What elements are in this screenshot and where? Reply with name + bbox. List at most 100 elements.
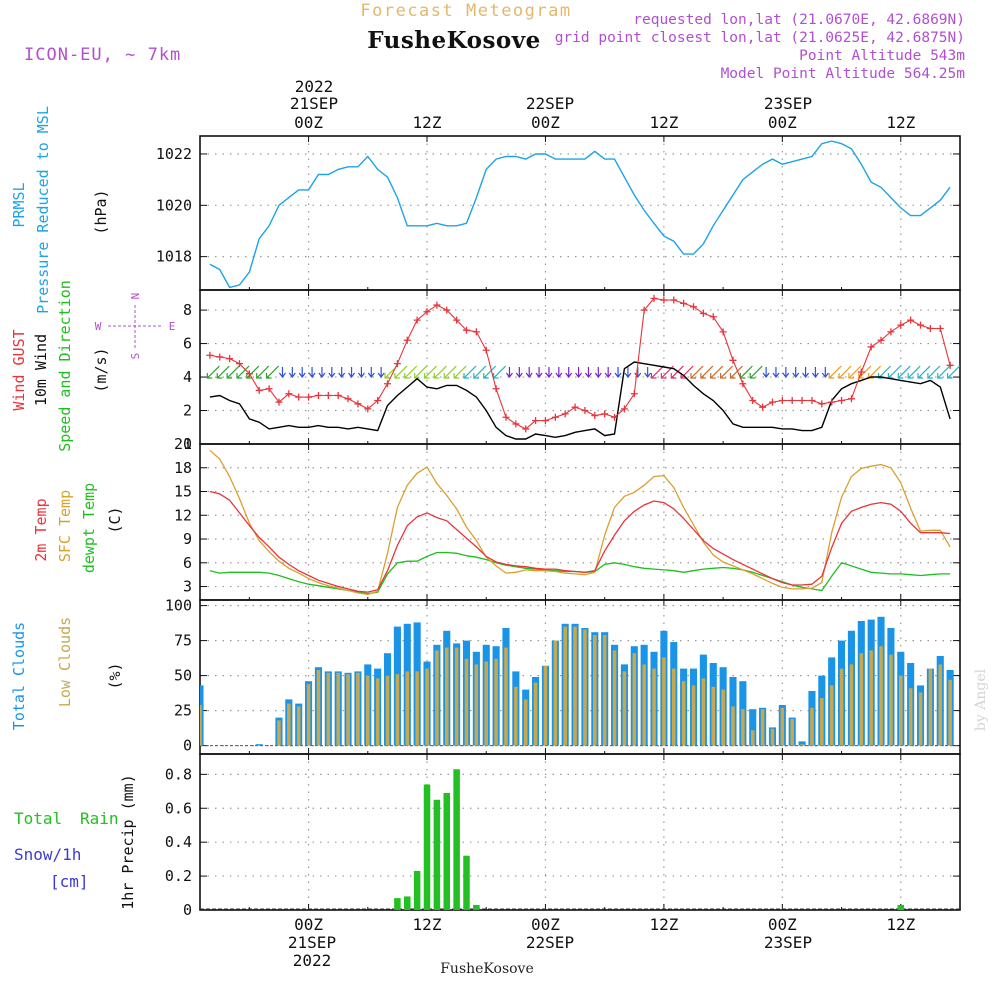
wind-arrow-head: [614, 372, 622, 379]
wind-arrow-head: [298, 372, 306, 379]
wind-arrow-head: [278, 372, 286, 379]
wind-gust-point: [492, 385, 500, 393]
wind-arrow-head: [246, 373, 252, 379]
wind-arrow-head: [256, 373, 262, 379]
wind-gust-point: [295, 393, 303, 401]
low-cloud-bar: [790, 719, 794, 746]
model-point-altitude: Model Point Altitude 564.25m: [721, 66, 966, 82]
wind-gust-point: [739, 380, 747, 388]
wind-gust-point: [640, 306, 648, 314]
wind-arrow-head: [907, 373, 914, 379]
precip-bar: [453, 769, 460, 910]
wind-arrow-head: [838, 373, 845, 379]
prmsl-ytick-label: 1020: [156, 196, 192, 214]
wind-ytick-label: 0: [183, 435, 192, 453]
wind-arrow-head: [828, 373, 835, 379]
precip-bar: [443, 793, 451, 910]
wind-gust-point: [887, 328, 895, 336]
wind-arrow: [690, 365, 704, 379]
bottom-date-1: 21SEP: [288, 933, 336, 952]
temp-unit-label: (C): [106, 506, 124, 533]
temp-ytick-label: 21: [174, 435, 192, 453]
top-hour-label: 00Z: [531, 113, 560, 132]
wind-arrow: [414, 365, 428, 379]
wind-gust-point: [433, 301, 441, 309]
wind-arrow-head: [443, 373, 450, 379]
total-cloud-bar: [255, 744, 263, 746]
wind-gust-point: [759, 403, 767, 411]
wind-gust-point: [324, 391, 332, 399]
low-cloud-bar: [662, 657, 666, 746]
top-hour-label: 12Z: [413, 113, 442, 132]
wind-dir-label: Speed and Direction: [56, 280, 74, 452]
wind-gust-point: [798, 396, 806, 404]
low-cloud-bar: [839, 668, 844, 746]
wind-ytick-label: 4: [183, 368, 192, 386]
wind-arrow-head: [821, 372, 829, 379]
wind-arrow-head: [555, 372, 563, 379]
wind-gust-point: [334, 391, 342, 399]
point-altitude: Point Altitude 543m: [799, 48, 965, 64]
temp-ytick-label: 18: [174, 459, 192, 477]
wind-arrow-head: [762, 372, 770, 379]
credit-label: by Angel: [973, 668, 989, 731]
rain-total-label: Total: [14, 809, 62, 828]
precip-ytick-label: 0: [183, 901, 192, 919]
wind-ytick-label: 6: [183, 335, 192, 353]
wind-arrow-head: [604, 372, 612, 379]
top-year-label: 2022: [295, 77, 334, 96]
tsfc-label: SFC Temp: [56, 490, 74, 562]
wind-arrow-head: [811, 372, 819, 379]
wind-arrow-head: [700, 373, 706, 379]
wind-arrow-head: [384, 373, 391, 379]
low-cloud-bar: [721, 689, 725, 746]
wind-gust-point: [650, 294, 658, 302]
compass-north: N: [129, 293, 142, 300]
precip-bar: [394, 898, 401, 910]
bottom-hour-labels: 00Z 12Z 00Z 12Z 00Z 12Z: [294, 915, 915, 934]
precip-bar: [404, 896, 411, 910]
wind-gust-point: [374, 396, 382, 404]
precip-bar: [423, 784, 431, 910]
wind-gust-point: [591, 412, 599, 420]
wind-arrow-head: [680, 373, 687, 379]
tsfc-line: [209, 449, 951, 596]
prmsl-line: [209, 140, 951, 289]
wind-gust-point: [709, 313, 717, 321]
wind-gust-point: [917, 321, 925, 329]
wind-arrow-head: [338, 372, 346, 379]
low-cloud-bar: [356, 672, 360, 746]
wind-gust-point: [768, 398, 776, 406]
gust-label: Wind GUST: [10, 329, 28, 410]
low-cloud-bar: [750, 730, 755, 746]
low-cloud-bar: [326, 672, 331, 746]
bottom-hour-label: 12Z: [413, 915, 442, 934]
wind-arrow: [680, 365, 694, 379]
low-cloud-bar: [346, 674, 350, 746]
precip-bar: [413, 871, 421, 910]
wind-arrow: [730, 365, 743, 379]
wind-gust-point: [670, 296, 678, 304]
lcc-label: Low Clouds: [56, 617, 74, 707]
wind-arrow-head: [575, 372, 583, 379]
low-cloud-bar: [306, 684, 311, 746]
low-cloud-bar: [425, 668, 429, 746]
top-hour-label: 00Z: [294, 113, 323, 132]
wind-arrow-head: [433, 373, 440, 379]
wind-arrow-head: [318, 372, 326, 379]
wind-arrow-head: [644, 372, 652, 379]
wind-gust-point: [275, 398, 283, 406]
t2m-label: 2m Temp: [32, 498, 50, 561]
precip-bar: [433, 799, 441, 910]
low-cloud-bar: [444, 647, 449, 746]
temp-ytick-label: 12: [174, 506, 192, 524]
wind-ytick-label: 8: [183, 301, 192, 319]
low-cloud-bar: [553, 640, 558, 746]
low-cloud-bar: [928, 668, 933, 746]
low-cloud-bar: [820, 698, 824, 746]
chart-subtitle: Forecast Meteogram: [360, 1, 571, 21]
wind-arrow-head: [749, 373, 756, 379]
wind-gust-point: [690, 303, 698, 311]
chart-title-location: FusheKosove: [367, 27, 541, 54]
wind-arrow-head: [535, 372, 543, 379]
